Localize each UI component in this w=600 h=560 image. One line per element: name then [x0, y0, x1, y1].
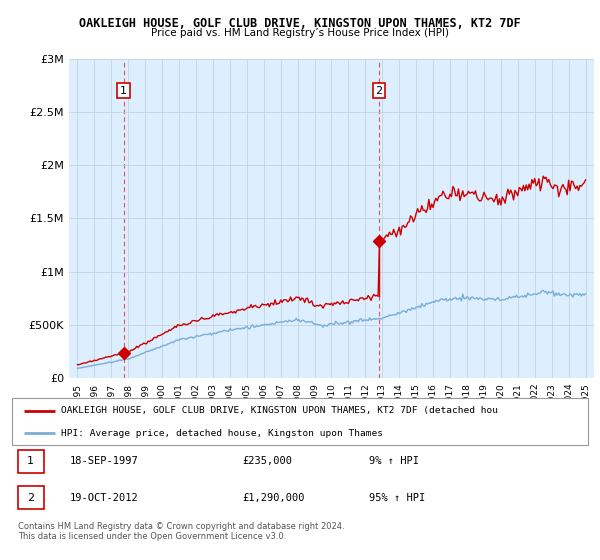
- Text: OAKLEIGH HOUSE, GOLF CLUB DRIVE, KINGSTON UPON THAMES, KT2 7DF (detached hou: OAKLEIGH HOUSE, GOLF CLUB DRIVE, KINGSTO…: [61, 407, 498, 416]
- Text: 18-SEP-1997: 18-SEP-1997: [70, 456, 139, 466]
- Text: Price paid vs. HM Land Registry’s House Price Index (HPI): Price paid vs. HM Land Registry’s House …: [151, 28, 449, 38]
- Text: OAKLEIGH HOUSE, GOLF CLUB DRIVE, KINGSTON UPON THAMES, KT2 7DF: OAKLEIGH HOUSE, GOLF CLUB DRIVE, KINGSTO…: [79, 17, 521, 30]
- Text: HPI: Average price, detached house, Kingston upon Thames: HPI: Average price, detached house, King…: [61, 429, 383, 438]
- Text: 1: 1: [27, 456, 34, 466]
- Text: 95% ↑ HPI: 95% ↑ HPI: [369, 493, 425, 503]
- Bar: [18, 486, 44, 509]
- Text: 9% ↑ HPI: 9% ↑ HPI: [369, 456, 419, 466]
- Text: £235,000: £235,000: [242, 456, 292, 466]
- Text: 2: 2: [376, 86, 382, 96]
- Text: Contains HM Land Registry data © Crown copyright and database right 2024.
This d: Contains HM Land Registry data © Crown c…: [18, 522, 344, 542]
- Text: 19-OCT-2012: 19-OCT-2012: [70, 493, 139, 503]
- Bar: [18, 450, 44, 473]
- Text: 1: 1: [120, 86, 127, 96]
- Text: 2: 2: [27, 493, 34, 503]
- Text: £1,290,000: £1,290,000: [242, 493, 305, 503]
